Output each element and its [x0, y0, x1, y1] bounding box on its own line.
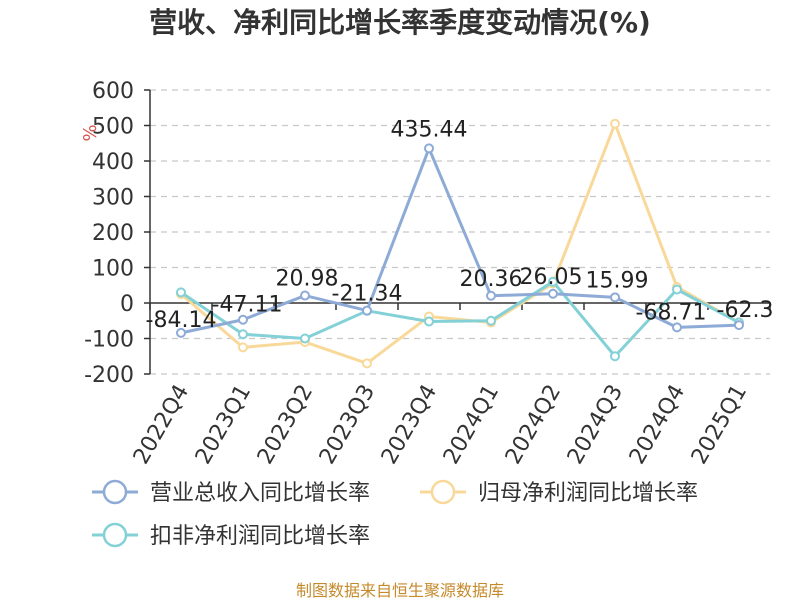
- legend-label: 扣非净利润同比增长率: [150, 524, 370, 549]
- series-point: [424, 316, 434, 327]
- series-point: [238, 314, 248, 325]
- x-tick-label: 2025Q1: [687, 381, 752, 469]
- series-point: [486, 290, 496, 301]
- legend-label: 营业总收入同比增长率: [150, 481, 370, 506]
- series-line: [180, 122, 740, 365]
- data-label: -84.14: [146, 308, 217, 333]
- legend-swatch-marker: [102, 522, 128, 548]
- series: [176, 118, 744, 369]
- series-point: [548, 276, 558, 287]
- y-tick-label: -100: [84, 328, 134, 353]
- y-tick-label: -200: [84, 363, 134, 388]
- series-point: [238, 329, 248, 340]
- series-point: [176, 327, 186, 338]
- series-line: [180, 280, 740, 358]
- series-point: [300, 290, 310, 301]
- x-tick-label: 2023Q2: [253, 381, 318, 469]
- series-point: [176, 287, 186, 298]
- series-line: [180, 146, 740, 335]
- data-label: -68.71: [636, 300, 707, 325]
- series-point: [362, 305, 372, 316]
- data-label: 15.99: [586, 268, 649, 293]
- data-label: 20.98: [276, 267, 339, 292]
- series-point: [300, 333, 310, 344]
- series-point: [610, 292, 620, 303]
- series-point: [548, 288, 558, 299]
- y-tick-label: 300: [92, 186, 134, 211]
- y-tick-label: 500: [92, 115, 134, 140]
- grid: [150, 89, 770, 375]
- x-tick-label: 2024Q2: [501, 381, 566, 469]
- x-tick-label: 2024Q4: [625, 381, 690, 469]
- series-point: [610, 118, 620, 129]
- x-tick-label: 2024Q1: [439, 381, 504, 469]
- data-label: 26.05: [520, 265, 583, 290]
- x-tick-label: 2023Q1: [191, 381, 256, 469]
- legend-swatch-marker: [430, 479, 456, 505]
- series-point: [672, 284, 682, 295]
- y-tick-label: 100: [92, 257, 134, 282]
- data-label: -62.3: [717, 298, 774, 323]
- x-tick-label: 2024Q3: [563, 381, 628, 469]
- data-label: -47.11: [212, 293, 283, 318]
- series-point: [486, 315, 496, 326]
- x-tick-label: 2023Q4: [377, 381, 442, 469]
- data-label: 435.44: [391, 117, 468, 142]
- x-tick-label: 2022Q4: [129, 381, 194, 469]
- source-note: 制图数据来自恒生聚源数据库: [296, 581, 504, 600]
- legend-swatch-marker: [102, 479, 128, 505]
- chart-title: 营收、净利同比增长率季度变动情况(%): [149, 6, 651, 39]
- series-point: [734, 320, 744, 331]
- series-point: [424, 143, 434, 154]
- y-tick-label: 0: [120, 292, 134, 317]
- legend-label: 归母净利润同比增长率: [478, 481, 698, 506]
- y-tick-label: 600: [92, 79, 134, 104]
- y-unit-label: %: [80, 124, 101, 141]
- series-point: [362, 358, 372, 369]
- y-tick-label: 200: [92, 221, 134, 246]
- x-tick-label: 2023Q3: [315, 381, 380, 469]
- series-point: [610, 351, 620, 362]
- series-point: [238, 342, 248, 353]
- y-tick-label: 400: [92, 150, 134, 175]
- data-label: 20.36: [460, 267, 523, 292]
- data-label: -21.34: [332, 282, 403, 307]
- series-point: [672, 322, 682, 333]
